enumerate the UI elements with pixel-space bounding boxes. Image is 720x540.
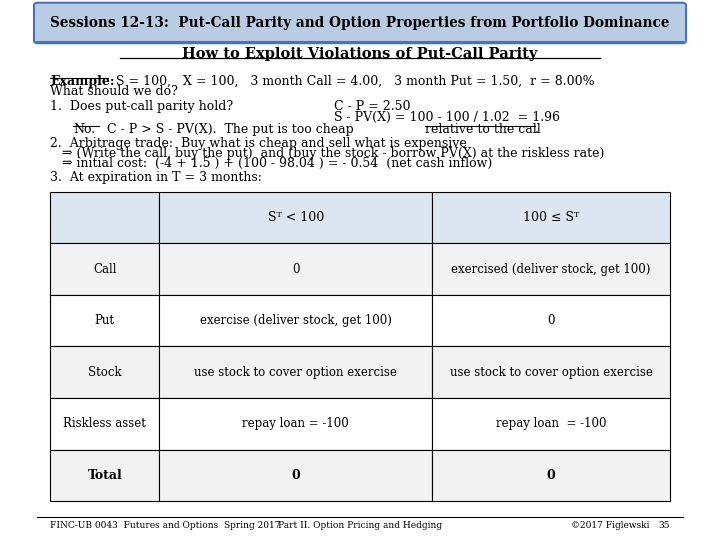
Bar bbox=[50, 192, 159, 243]
Text: Sᵀ < 100: Sᵀ < 100 bbox=[268, 211, 324, 224]
Text: Part II. Option Pricing and Hedging: Part II. Option Pricing and Hedging bbox=[278, 522, 442, 530]
Text: 0: 0 bbox=[292, 262, 300, 275]
Text: .: . bbox=[534, 123, 539, 136]
Text: 0: 0 bbox=[292, 469, 300, 482]
Text: 0: 0 bbox=[547, 314, 554, 327]
Bar bbox=[433, 449, 670, 501]
Text: 2.  Arbitrage trade:  Buy what is cheap and sell what is expensive: 2. Arbitrage trade: Buy what is cheap an… bbox=[50, 137, 467, 150]
Text: ⇒ (Write the call, buy the put)  and (buy the stock - borrow PV(X) at the riskle: ⇒ (Write the call, buy the put) and (buy… bbox=[63, 147, 605, 160]
Text: repay loan  = -100: repay loan = -100 bbox=[496, 417, 606, 430]
Bar bbox=[433, 347, 670, 398]
Bar bbox=[159, 192, 433, 243]
Text: exercised (deliver stock, get 100): exercised (deliver stock, get 100) bbox=[451, 262, 651, 275]
Text: Riskless asset: Riskless asset bbox=[63, 417, 146, 430]
Bar bbox=[433, 192, 670, 243]
Text: Put: Put bbox=[95, 314, 114, 327]
Text: 1.  Does put-call parity hold?: 1. Does put-call parity hold? bbox=[50, 100, 233, 113]
Text: use stock to cover option exercise: use stock to cover option exercise bbox=[449, 366, 652, 379]
Text: No.: No. bbox=[73, 123, 96, 136]
Text: ⇒ initial cost:  (-4 + 1.5 ) + (100 - 98.04 ) = - 0.54  (net cash inflow): ⇒ initial cost: (-4 + 1.5 ) + (100 - 98.… bbox=[63, 157, 492, 170]
Text: 3.  At expiration in T = 3 months:: 3. At expiration in T = 3 months: bbox=[50, 171, 262, 184]
Text: Sessions 12-13:  Put-Call Parity and Option Properties from Portfolio Dominance: Sessions 12-13: Put-Call Parity and Opti… bbox=[50, 16, 670, 30]
Text: 0: 0 bbox=[546, 469, 555, 482]
Text: S - PV(X) = 100 - 100 / 1.02  = 1.96: S - PV(X) = 100 - 100 / 1.02 = 1.96 bbox=[333, 111, 559, 124]
Text: repay loan = -100: repay loan = -100 bbox=[243, 417, 349, 430]
Text: exercise (deliver stock, get 100): exercise (deliver stock, get 100) bbox=[200, 314, 392, 327]
Bar bbox=[433, 295, 670, 347]
Bar bbox=[159, 295, 433, 347]
Text: Call: Call bbox=[93, 262, 117, 275]
Bar bbox=[433, 398, 670, 449]
Bar bbox=[433, 243, 670, 295]
Text: C - P > S - PV(X).  The put is too cheap: C - P > S - PV(X). The put is too cheap bbox=[99, 123, 357, 136]
Text: What should we do?: What should we do? bbox=[50, 85, 179, 98]
Text: FINC-UB 0043  Futures and Options  Spring 2017: FINC-UB 0043 Futures and Options Spring … bbox=[50, 522, 281, 530]
Bar bbox=[50, 243, 159, 295]
Bar bbox=[50, 347, 159, 398]
Text: Stock: Stock bbox=[88, 366, 122, 379]
Text: ©2017 Figlewski: ©2017 Figlewski bbox=[571, 522, 649, 530]
Text: Total: Total bbox=[87, 469, 122, 482]
Bar bbox=[159, 449, 433, 501]
Text: Example:: Example: bbox=[50, 75, 115, 87]
Text: 35: 35 bbox=[658, 522, 670, 530]
Bar bbox=[159, 347, 433, 398]
FancyBboxPatch shape bbox=[34, 3, 686, 43]
Text: C - P = 2.50: C - P = 2.50 bbox=[333, 100, 410, 113]
Text: 100 ≤ Sᵀ: 100 ≤ Sᵀ bbox=[523, 211, 579, 224]
Bar bbox=[50, 398, 159, 449]
Text: use stock to cover option exercise: use stock to cover option exercise bbox=[194, 366, 397, 379]
Bar bbox=[159, 398, 433, 449]
Text: S = 100,   X = 100,   3 month Call = 4.00,   3 month Put = 1.50,  r = 8.00%: S = 100, X = 100, 3 month Call = 4.00, 3… bbox=[108, 75, 595, 87]
Bar bbox=[50, 449, 159, 501]
Bar bbox=[50, 295, 159, 347]
Bar bbox=[159, 243, 433, 295]
Text: How to Exploit Violations of Put-Call Parity: How to Exploit Violations of Put-Call Pa… bbox=[182, 47, 538, 61]
Text: relative to the call: relative to the call bbox=[425, 123, 540, 136]
